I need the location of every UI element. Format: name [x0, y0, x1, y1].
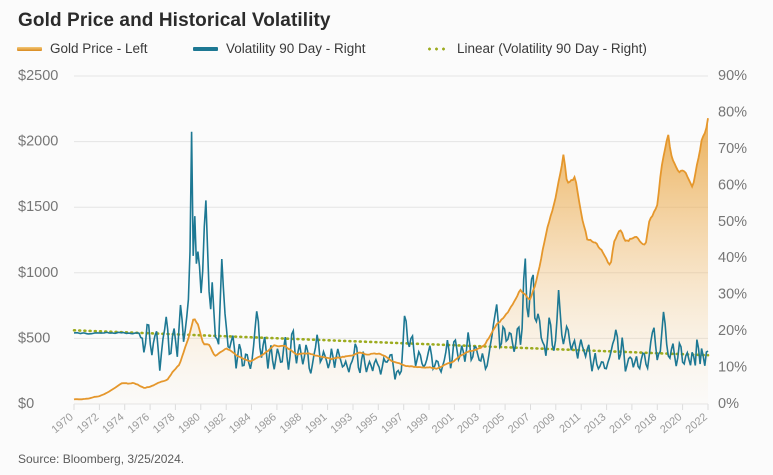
svg-text:10%: 10% — [718, 360, 747, 376]
svg-text:2016: 2016 — [607, 411, 633, 436]
svg-text:$500: $500 — [18, 330, 50, 346]
svg-text:2005: 2005 — [481, 411, 507, 436]
svg-text:90%: 90% — [718, 68, 747, 84]
svg-text:1980: 1980 — [176, 411, 202, 436]
svg-text:1984: 1984 — [227, 411, 253, 436]
svg-text:$1000: $1000 — [18, 265, 58, 281]
svg-text:0%: 0% — [718, 396, 739, 412]
svg-text:1976: 1976 — [126, 411, 152, 436]
svg-text:50%: 50% — [718, 214, 747, 230]
svg-text:20%: 20% — [718, 323, 747, 339]
svg-text:2013: 2013 — [582, 411, 608, 436]
svg-text:80%: 80% — [718, 104, 747, 120]
svg-text:2003: 2003 — [455, 411, 481, 436]
svg-text:$1500: $1500 — [18, 199, 58, 215]
svg-text:2022: 2022 — [683, 411, 709, 436]
svg-text:1997: 1997 — [379, 411, 405, 436]
svg-text:1988: 1988 — [278, 411, 304, 436]
svg-text:2020: 2020 — [658, 411, 684, 436]
svg-text:2018: 2018 — [633, 411, 659, 436]
svg-text:1982: 1982 — [202, 411, 228, 436]
svg-text:2007: 2007 — [506, 411, 532, 436]
svg-text:1993: 1993 — [328, 411, 354, 436]
svg-text:1974: 1974 — [100, 411, 126, 436]
svg-text:70%: 70% — [718, 141, 747, 157]
svg-text:40%: 40% — [718, 250, 747, 266]
svg-text:1970: 1970 — [49, 411, 75, 436]
svg-text:60%: 60% — [718, 177, 747, 193]
svg-text:2009: 2009 — [531, 411, 557, 436]
svg-text:1972: 1972 — [75, 411, 101, 436]
svg-text:1978: 1978 — [151, 411, 177, 436]
svg-text:$2000: $2000 — [18, 134, 58, 150]
svg-text:2001: 2001 — [430, 411, 456, 436]
svg-text:1995: 1995 — [354, 411, 380, 436]
svg-text:$2500: $2500 — [18, 68, 58, 84]
svg-text:$0: $0 — [18, 396, 34, 412]
svg-text:1986: 1986 — [252, 411, 278, 436]
svg-text:30%: 30% — [718, 287, 747, 303]
svg-text:1999: 1999 — [404, 411, 430, 436]
svg-text:2011: 2011 — [557, 411, 583, 435]
svg-text:1991: 1991 — [303, 411, 329, 436]
